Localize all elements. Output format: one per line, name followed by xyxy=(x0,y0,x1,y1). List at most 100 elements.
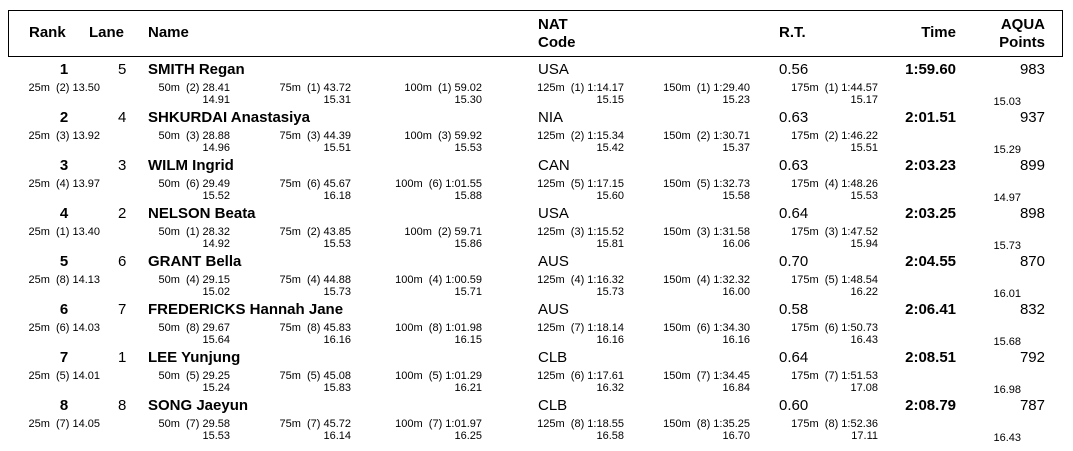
split-150m: 150m (5) 1:32.73 xyxy=(663,178,750,190)
rank: 4 xyxy=(59,205,69,222)
split-lap-175m: 17.08 xyxy=(850,382,878,394)
split-150m: 150m (8) 1:35.25 xyxy=(663,418,750,430)
split-lap-50m: 15.52 xyxy=(202,190,230,202)
split-25m: 25m (7) 14.05 xyxy=(28,418,100,430)
split-25m: 25m (3) 13.92 xyxy=(28,130,100,142)
rank: 2 xyxy=(59,109,69,126)
header-lane: Lane xyxy=(89,24,125,41)
split-lap-175m: 16.43 xyxy=(850,334,878,346)
split-lap-125m: 15.81 xyxy=(596,238,624,250)
aqua-points: 937 xyxy=(1019,109,1045,126)
lane: 1 xyxy=(118,349,127,366)
split-lap-75m: 15.83 xyxy=(323,382,351,394)
final-lap: 15.68 xyxy=(993,336,1021,348)
split-25m: 25m (5) 14.01 xyxy=(28,370,100,382)
split-50m: 50m (5) 29.25 xyxy=(158,370,230,382)
split-100m: 100m (7) 1:01.97 xyxy=(395,418,482,430)
split-lap-175m: 17.11 xyxy=(851,430,878,442)
split-lap-150m: 16.70 xyxy=(722,430,750,442)
header-points: Points xyxy=(999,34,1045,51)
header-nat-code: Code xyxy=(538,34,576,51)
athlete-name: GRANT Bella xyxy=(148,253,242,270)
split-lap-175m: 15.51 xyxy=(850,142,878,154)
nat-code: CLB xyxy=(538,397,568,414)
athlete-name: SHKURDAI Anastasiya xyxy=(148,109,310,126)
aqua-points: 832 xyxy=(1019,301,1045,318)
split-lap-50m: 14.96 xyxy=(202,142,230,154)
split-25m: 25m (6) 14.03 xyxy=(28,322,100,334)
split-125m: 125m (4) 1:16.32 xyxy=(537,274,624,286)
lane: 5 xyxy=(118,61,127,78)
reaction-time: 0.63 xyxy=(779,109,809,126)
split-lap-125m: 16.32 xyxy=(596,382,624,394)
split-100m: 100m (2) 59.71 xyxy=(404,226,482,238)
split-100m: 100m (5) 1:01.29 xyxy=(395,370,482,382)
split-75m: 75m (5) 45.08 xyxy=(279,370,351,382)
split-100m: 100m (8) 1:01.98 xyxy=(395,322,482,334)
final-time: 2:08.51 xyxy=(905,349,956,366)
split-lap-75m: 16.18 xyxy=(323,190,351,202)
lane: 6 xyxy=(118,253,127,270)
nat-code: AUS xyxy=(538,301,569,318)
aqua-points: 792 xyxy=(1019,349,1045,366)
split-lap-150m: 16.84 xyxy=(722,382,750,394)
final-time: 1:59.60 xyxy=(905,61,956,78)
split-lap-175m: 15.94 xyxy=(850,238,878,250)
split-50m: 50m (7) 29.58 xyxy=(158,418,230,430)
final-lap: 15.29 xyxy=(993,144,1021,156)
split-25m: 25m (1) 13.40 xyxy=(28,226,100,238)
rank: 1 xyxy=(59,61,69,78)
split-lap-100m: 15.71 xyxy=(454,286,482,298)
split-lap-150m: 16.00 xyxy=(722,286,750,298)
split-lap-150m: 16.06 xyxy=(722,238,750,250)
split-lap-175m: 16.22 xyxy=(850,286,878,298)
header-name: Name xyxy=(148,24,189,41)
nat-code: CAN xyxy=(538,157,570,174)
lane: 7 xyxy=(118,301,127,318)
final-time: 2:08.79 xyxy=(905,397,956,414)
split-50m: 50m (4) 29.15 xyxy=(158,274,230,286)
final-lap: 16.43 xyxy=(993,432,1021,444)
split-150m: 150m (1) 1:29.40 xyxy=(663,82,750,94)
split-175m: 175m (8) 1:52.36 xyxy=(791,418,878,430)
split-100m: 100m (3) 59.92 xyxy=(404,130,482,142)
split-50m: 50m (2) 28.41 xyxy=(158,82,230,94)
header-rt: R.T. xyxy=(779,24,806,41)
reaction-time: 0.64 xyxy=(779,205,809,222)
split-lap-75m: 15.73 xyxy=(323,286,351,298)
split-125m: 125m (7) 1:18.14 xyxy=(537,322,624,334)
split-lap-50m: 15.64 xyxy=(202,334,230,346)
split-lap-100m: 16.21 xyxy=(454,382,482,394)
split-25m: 25m (4) 13.97 xyxy=(28,178,100,190)
split-lap-50m: 15.24 xyxy=(202,382,230,394)
split-175m: 175m (3) 1:47.52 xyxy=(791,226,878,238)
split-lap-75m: 16.14 xyxy=(323,430,351,442)
final-lap: 16.98 xyxy=(993,384,1021,396)
split-50m: 50m (8) 29.67 xyxy=(158,322,230,334)
split-100m: 100m (6) 1:01.55 xyxy=(395,178,482,190)
final-time: 2:03.23 xyxy=(905,157,956,174)
lane: 4 xyxy=(118,109,127,126)
split-175m: 175m (2) 1:46.22 xyxy=(791,130,878,142)
header-time: Time xyxy=(921,24,956,41)
rank: 8 xyxy=(59,397,69,414)
split-150m: 150m (4) 1:32.32 xyxy=(663,274,750,286)
reaction-time: 0.60 xyxy=(779,397,809,414)
table-header xyxy=(8,10,1063,57)
athlete-name: NELSON Beata xyxy=(148,205,256,222)
athlete-name: SMITH Regan xyxy=(148,61,245,78)
rank: 6 xyxy=(59,301,69,318)
split-175m: 175m (7) 1:51.53 xyxy=(791,370,878,382)
split-50m: 50m (1) 28.32 xyxy=(158,226,230,238)
header-aqua: AQUA xyxy=(1000,16,1045,33)
split-25m: 25m (8) 14.13 xyxy=(28,274,100,286)
reaction-time: 0.58 xyxy=(779,301,809,318)
aqua-points: 983 xyxy=(1019,61,1045,78)
split-lap-150m: 16.16 xyxy=(722,334,750,346)
split-lap-75m: 15.51 xyxy=(323,142,351,154)
reaction-time: 0.63 xyxy=(779,157,809,174)
split-lap-150m: 15.37 xyxy=(722,142,750,154)
split-lap-175m: 15.53 xyxy=(850,190,878,202)
nat-code: USA xyxy=(538,205,569,222)
aqua-points: 898 xyxy=(1019,205,1045,222)
